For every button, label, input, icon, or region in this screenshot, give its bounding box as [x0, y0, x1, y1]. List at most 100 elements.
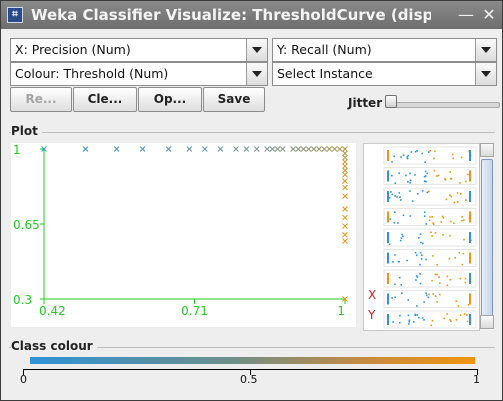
attribute-bar-point	[392, 261, 394, 263]
scroll-thumb[interactable]	[481, 159, 493, 317]
attribute-bar[interactable]	[383, 146, 477, 165]
attribute-bar[interactable]	[383, 310, 477, 329]
attribute-bar-point	[427, 151, 430, 153]
x-axis-label: X: Precision (Num)	[15, 42, 131, 57]
data-point[interactable]	[342, 178, 348, 184]
save-button[interactable]: Save	[203, 87, 265, 112]
data-point[interactable]	[217, 146, 224, 152]
attribute-bar-point	[459, 277, 462, 280]
attribute-scrollbar[interactable]	[479, 143, 494, 331]
attribute-bar-point	[426, 191, 428, 194]
data-point[interactable]	[233, 146, 239, 152]
attribute-bar-point	[431, 235, 433, 237]
data-point[interactable]	[300, 146, 307, 152]
attribute-bar-point	[394, 182, 397, 184]
data-point[interactable]	[342, 214, 348, 221]
attribute-bar-point	[433, 169, 436, 172]
data-point[interactable]	[165, 146, 172, 152]
data-point[interactable]	[342, 163, 348, 169]
data-point[interactable]	[342, 171, 348, 178]
attribute-bar-point	[428, 293, 430, 296]
data-point[interactable]	[342, 150, 348, 157]
data-point[interactable]	[253, 146, 260, 152]
jitter-slider-thumb[interactable]	[385, 95, 397, 108]
data-point[interactable]	[342, 146, 348, 152]
x-axis-combo[interactable]: X: Precision (Num)	[10, 38, 268, 62]
chevron-down-icon[interactable]	[475, 39, 496, 61]
data-point[interactable]	[41, 146, 47, 152]
data-point[interactable]	[269, 146, 276, 152]
attribute-bar[interactable]	[383, 187, 477, 206]
attribute-bar-point	[449, 278, 451, 281]
data-point[interactable]	[342, 238, 348, 244]
data-point[interactable]	[243, 146, 250, 152]
attribute-bar-point	[429, 216, 431, 218]
data-point[interactable]	[336, 146, 343, 152]
data-point[interactable]	[202, 146, 208, 152]
data-point[interactable]	[305, 146, 312, 152]
data-point[interactable]	[342, 184, 348, 191]
data-point[interactable]	[342, 206, 348, 212]
y-axis-combo[interactable]: Y: Recall (Num)	[272, 38, 497, 62]
data-point[interactable]	[186, 146, 193, 152]
attribute-bar-point	[434, 232, 437, 234]
attribute-bar-point	[461, 263, 464, 266]
chevron-down-icon[interactable]	[246, 39, 267, 61]
data-point[interactable]	[295, 146, 302, 152]
data-point[interactable]	[139, 146, 146, 152]
data-point[interactable]	[342, 231, 348, 238]
attribute-bar-point	[436, 264, 438, 266]
attribute-bar-point	[409, 181, 411, 184]
chevron-down-icon[interactable]	[475, 63, 496, 85]
data-point[interactable]	[331, 146, 338, 152]
data-point[interactable]	[113, 146, 120, 152]
scatter-plot[interactable]: 1 0.65 0.3 0.42 0.71 1	[11, 143, 356, 327]
attribute-bars[interactable]	[364, 144, 479, 330]
open-button[interactable]: Op...	[138, 87, 202, 112]
data-point[interactable]	[342, 167, 348, 174]
data-point[interactable]	[311, 146, 317, 152]
attribute-bar-point	[416, 276, 419, 278]
data-point[interactable]	[82, 146, 89, 152]
attribute-bar[interactable]	[383, 290, 477, 308]
data-point[interactable]	[264, 146, 271, 152]
attribute-bar-point	[456, 192, 459, 194]
attribute-bar-point	[450, 320, 452, 322]
data-point[interactable]	[342, 296, 348, 302]
title-bar[interactable]: ⌗ Weka Classifier Visualize: ThresholdCu…	[1, 1, 502, 29]
data-point[interactable]	[316, 146, 322, 152]
clear-button[interactable]: Cle...	[73, 87, 137, 112]
attribute-bar-point	[402, 235, 404, 238]
data-point[interactable]	[321, 146, 328, 152]
data-point[interactable]	[279, 146, 286, 152]
minimize-button[interactable]: —	[458, 5, 474, 24]
select-instance-combo[interactable]: Select Instance	[272, 62, 497, 86]
scroll-up-button[interactable]	[480, 143, 494, 157]
data-point[interactable]	[326, 146, 333, 152]
colour-combo[interactable]: Colour: Threshold (Num)	[10, 62, 268, 86]
chevron-down-icon[interactable]	[246, 63, 267, 85]
jitter-slider[interactable]	[388, 102, 500, 108]
attribute-bar[interactable]	[383, 228, 477, 247]
close-button[interactable]: ✕	[482, 5, 496, 24]
attribute-bar-marker	[387, 293, 389, 305]
attribute-bar-point	[442, 217, 445, 219]
attribute-bar[interactable]	[383, 167, 477, 185]
attribute-bar[interactable]	[383, 269, 477, 288]
data-point[interactable]	[342, 223, 348, 229]
data-point[interactable]	[274, 146, 281, 152]
data-point[interactable]	[290, 146, 296, 152]
y-tick-label: 0.3	[13, 293, 32, 307]
plot-area[interactable]: 1 0.65 0.3 0.42 0.71 1	[11, 143, 356, 327]
attribute-bar-point	[407, 299, 409, 301]
attribute-panel[interactable]	[363, 143, 494, 331]
data-point[interactable]	[342, 159, 348, 165]
data-point[interactable]	[342, 154, 348, 161]
data-point[interactable]	[342, 193, 348, 199]
class-colour-tick	[477, 369, 478, 375]
attribute-bar[interactable]	[383, 249, 477, 267]
scroll-down-button[interactable]	[480, 315, 494, 329]
attribute-bar-point	[409, 215, 412, 217]
reset-button[interactable]: Re...	[10, 87, 72, 112]
attribute-bar-point	[455, 300, 457, 303]
